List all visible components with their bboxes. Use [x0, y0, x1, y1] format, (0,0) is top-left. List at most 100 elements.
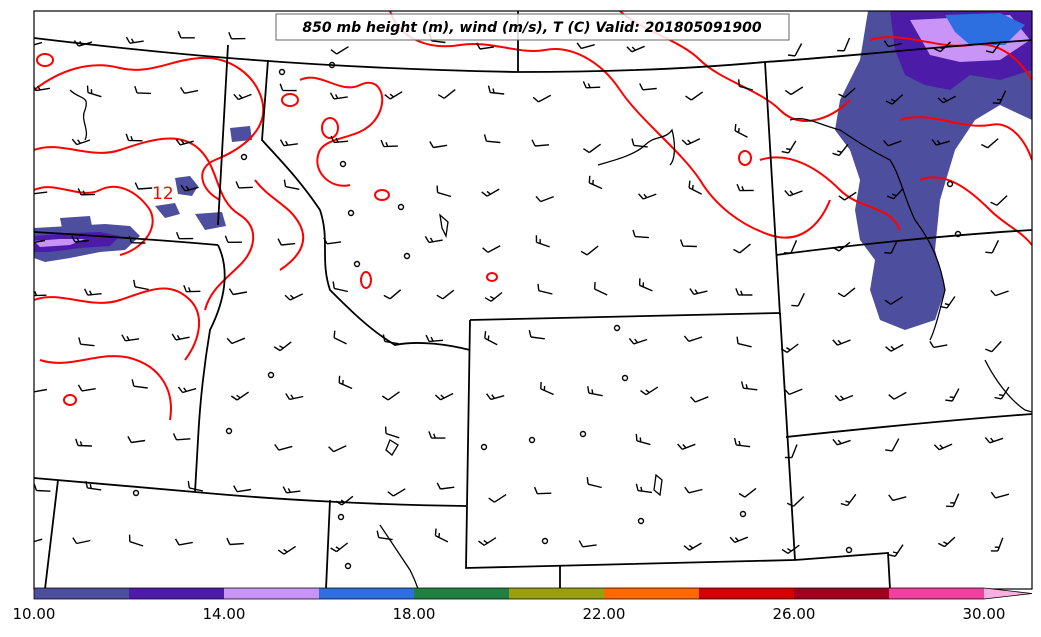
shaded-region-northeast-blue — [945, 13, 1025, 45]
temperature-contour — [254, 179, 305, 271]
wind-barb — [434, 392, 454, 401]
calm-wind-marker — [954, 230, 962, 238]
wind-barb — [735, 288, 753, 296]
wind-barb — [330, 135, 349, 144]
wind-barb — [478, 537, 497, 546]
wind-barb — [884, 296, 903, 305]
wind-barb — [537, 283, 553, 295]
colorbar-tick-labels: 10.00 14.00 18.00 22.00 26.00 30.00 — [13, 605, 1006, 623]
wind-barb — [784, 444, 798, 459]
wind-barb — [332, 281, 348, 293]
wind-barb — [635, 483, 652, 494]
colorbar-bin — [509, 588, 605, 599]
colorbar — [33, 587, 1033, 600]
wind-barb — [180, 184, 199, 192]
wind-barb — [335, 495, 354, 506]
wind-barb — [233, 93, 252, 101]
colorbar-tick-label: 18.00 — [393, 605, 436, 623]
temperature-contour — [34, 185, 154, 256]
wind-barb — [279, 139, 298, 147]
wind-barb — [582, 81, 601, 89]
wind-barb — [883, 40, 903, 48]
wind-barb — [837, 37, 851, 52]
wind-barb — [481, 188, 500, 197]
wind-barb — [177, 386, 197, 394]
coastline — [385, 439, 399, 456]
wind-barb — [72, 537, 91, 545]
wind-barb — [888, 391, 907, 400]
wind-barb — [487, 85, 505, 95]
wind-barb — [279, 83, 297, 92]
temperature-contour — [299, 76, 384, 187]
temperature-contour — [34, 287, 201, 361]
wind-barb — [174, 538, 193, 546]
temperature-contour-closed — [738, 150, 752, 166]
state-boundary — [34, 477, 467, 507]
wind-barb — [832, 438, 851, 446]
colorbar-bin — [129, 588, 225, 599]
wind-barb — [121, 334, 140, 342]
state-boundary — [785, 413, 1032, 438]
calm-wind-marker — [739, 510, 747, 518]
wind-barb — [429, 141, 448, 149]
calm-wind-marker — [579, 430, 587, 438]
wind-barb — [183, 284, 201, 293]
wind-barb — [128, 235, 146, 244]
wind-barb — [884, 240, 898, 254]
wind-barb — [689, 288, 708, 295]
coastline — [597, 128, 676, 166]
wind-barb — [484, 331, 498, 346]
wind-barb — [187, 480, 204, 492]
wind-barb — [838, 191, 857, 201]
wind-barb — [733, 243, 751, 254]
wind-barb — [783, 240, 798, 254]
calm-wind-marker — [347, 209, 355, 217]
wind-barb — [434, 528, 449, 543]
wind-barb — [740, 381, 758, 391]
wind-barb — [127, 436, 146, 444]
wind-barb — [580, 245, 599, 256]
calm-wind-marker — [328, 61, 336, 69]
wind-barb — [328, 445, 347, 453]
wind-barb — [885, 94, 904, 105]
wind-barb — [885, 438, 900, 452]
temperature-contour-closed — [374, 189, 390, 201]
wind-barb — [535, 195, 554, 203]
wind-barb — [990, 491, 1010, 499]
wind-barb — [786, 496, 805, 507]
wind-barb — [677, 443, 696, 450]
wind-barb — [486, 393, 505, 401]
temperature-contour-closed — [321, 117, 339, 139]
calm-wind-marker — [132, 489, 140, 497]
wind-barb — [34, 291, 47, 297]
wind-barb — [131, 379, 148, 389]
wind-barb — [228, 288, 248, 296]
calm-wind-marker — [240, 153, 248, 161]
temperature-contour — [759, 156, 901, 231]
title-box — [275, 13, 790, 41]
colorbar-bin — [224, 588, 320, 599]
wind-barb — [283, 179, 300, 190]
wind-barb — [937, 95, 957, 104]
wind-barb — [791, 292, 805, 307]
coastline — [379, 524, 419, 589]
colorbar-tick-label: 26.00 — [773, 605, 816, 623]
wind-barb — [635, 433, 651, 446]
wind-barb — [128, 534, 144, 547]
wind-barb — [34, 388, 48, 393]
colorbar-tick-label: 10.00 — [13, 605, 56, 623]
wind-barb — [832, 143, 849, 157]
wind-barb — [840, 493, 857, 507]
colorbar-bin — [319, 588, 415, 599]
wind-barb — [940, 296, 956, 309]
wind-barb — [77, 384, 96, 392]
colorbar-bin — [34, 588, 130, 599]
wind-barb — [984, 436, 1004, 444]
wind-barb — [985, 340, 1002, 353]
temperature-contour — [899, 116, 1032, 161]
wind-barb — [134, 85, 152, 95]
wind-barb — [436, 289, 455, 300]
wind-barb — [133, 279, 149, 291]
wind-barb — [690, 396, 709, 403]
